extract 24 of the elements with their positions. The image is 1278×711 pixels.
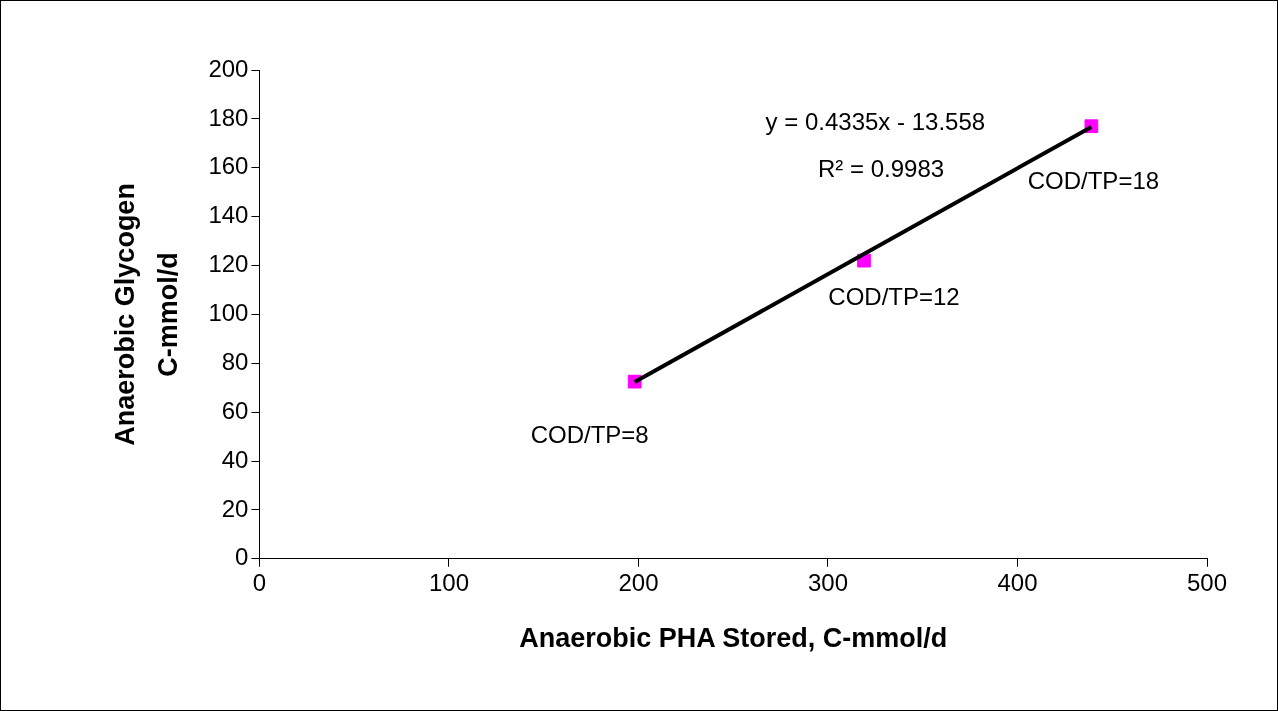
y-tick-label: 160 <box>208 152 249 180</box>
annotation: y = 0.4335x - 13.558 <box>765 108 986 136</box>
y-tick-label: 60 <box>221 396 249 424</box>
y-tick-label: 80 <box>221 347 249 375</box>
y-tick-label: 140 <box>208 201 249 229</box>
y-tick-label: 20 <box>221 494 249 522</box>
y-tick-label: 0 <box>235 543 249 571</box>
x-axis-title: Anaerobic PHA Stored, C-mmol/d <box>519 623 948 654</box>
annotation: COD/TP=18 <box>1027 166 1160 194</box>
annotation: COD/TP=12 <box>828 283 960 311</box>
x-tick-label: 400 <box>997 568 1038 596</box>
x-tick-label: 500 <box>1186 568 1228 596</box>
y-tick-label: 100 <box>208 299 249 327</box>
x-tick-label: 100 <box>428 568 469 596</box>
y-tick-label: 40 <box>221 445 249 473</box>
y-axis-title: Anaerobic Glycogen C-mmol/d <box>110 183 184 446</box>
x-tick-label: 200 <box>618 568 659 596</box>
y-tick-label: 120 <box>208 250 249 278</box>
x-tick-label: 0 <box>252 568 267 596</box>
annotation: R² = 0.9983 <box>817 154 945 182</box>
annotation: COD/TP=8 <box>530 421 649 449</box>
y-tick-label: 200 <box>208 54 249 82</box>
x-tick-label: 300 <box>807 568 848 596</box>
y-tick-label: 180 <box>208 103 249 131</box>
